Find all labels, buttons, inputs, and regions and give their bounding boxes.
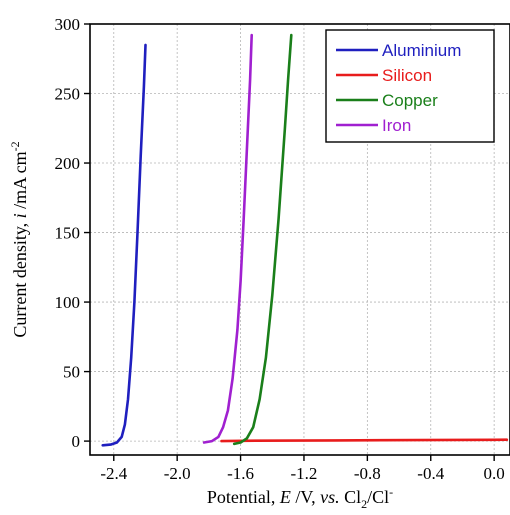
y-tick-label: 200 [55,154,81,173]
x-title-var: E [279,487,291,507]
legend-label-aluminium: Aluminium [382,41,461,60]
x-axis-title: Potential, E /V, vs. Cl2/Cl- [207,485,393,511]
x-tick-label: -0.4 [417,464,444,483]
plot-frame [89,23,510,456]
series-line-silicon [220,438,509,443]
y-title-prefix: Current density, [10,218,30,337]
x-title-mid: /V, [291,487,320,507]
y-tick-label: 300 [55,15,81,34]
y-title-var: i [10,213,30,218]
series-group [101,33,509,447]
x-title-vs: vs. [320,487,340,507]
legend-label-copper: Copper [382,91,438,110]
x-title-ref-sub: 2 [361,497,367,511]
x-tick-label: 0.0 [484,464,505,483]
y-title-mid: /mA cm [10,151,30,213]
y-tick-label: 100 [55,293,81,312]
y-tick-label: 50 [63,363,80,382]
x-tick-label: -2.0 [164,464,191,483]
y-tick-label: 0 [72,432,81,451]
y-axis-title: Current density, i /mA cm-2 [8,141,30,337]
x-tick-label: -1.2 [291,464,318,483]
legend-box [325,29,495,143]
x-tick-label: -2.4 [100,464,127,483]
x-tick-label: -0.8 [354,464,381,483]
ticks: -2.4 -2.0 -1.6 -1.2 -0.8 -0.4 0.0 0 50 100 150 200 2… [55,15,505,483]
legend: Aluminium Silicon Copper Iron [325,29,495,143]
x-tick-label: -1.6 [227,464,254,483]
x-title-ref-a: Cl [340,487,362,507]
series-line-copper [232,33,293,446]
x-title-ref-b: /Cl [367,487,389,507]
series-line-aluminium [101,43,147,447]
legend-label-silicon: Silicon [382,66,432,85]
y-title-sup: -2 [8,141,22,151]
x-title-ref-sup: - [389,485,393,499]
x-title-prefix: Potential, [207,487,280,507]
y-tick-label: 250 [55,85,81,104]
series-line-iron [202,33,253,444]
y-tick-label: 150 [55,224,81,243]
legend-label-iron: Iron [382,116,411,135]
